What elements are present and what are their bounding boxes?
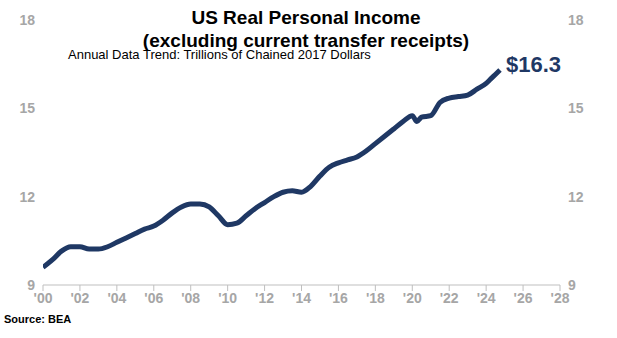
svg-text:15: 15 bbox=[19, 100, 35, 116]
svg-text:'28: '28 bbox=[551, 290, 570, 306]
svg-text:'16: '16 bbox=[329, 290, 348, 306]
svg-text:'14: '14 bbox=[292, 290, 311, 306]
svg-text:'24: '24 bbox=[477, 290, 496, 306]
svg-text:9: 9 bbox=[27, 277, 35, 293]
svg-text:9: 9 bbox=[568, 277, 576, 293]
svg-text:'18: '18 bbox=[366, 290, 385, 306]
html-text:Source: BEA: Source: BEA bbox=[4, 313, 72, 325]
svg-text:'26: '26 bbox=[514, 290, 533, 306]
svg-text:18: 18 bbox=[568, 12, 584, 28]
svg-text:'12: '12 bbox=[255, 290, 274, 306]
html-text:Annual Data Trend: Trillions o: Annual Data Trend: Trillions of Chained … bbox=[68, 47, 371, 62]
svg-text:$16.3: $16.3 bbox=[506, 52, 561, 77]
html-text:(excluding current transfer re: (excluding current transfer receipts) bbox=[142, 30, 470, 51]
svg-text:'00: '00 bbox=[34, 290, 53, 306]
svg-text:'08: '08 bbox=[181, 290, 200, 306]
svg-text:'04: '04 bbox=[107, 290, 126, 306]
svg-text:12: 12 bbox=[19, 189, 35, 205]
svg-text:'22: '22 bbox=[440, 290, 459, 306]
svg-text:12: 12 bbox=[568, 189, 584, 205]
svg-text:'02: '02 bbox=[70, 290, 89, 306]
svg-text:'20: '20 bbox=[403, 290, 422, 306]
svg-text:15: 15 bbox=[568, 100, 584, 116]
svg-text:'10: '10 bbox=[218, 290, 237, 306]
html-text:US Real Personal Income: US Real Personal Income bbox=[191, 7, 421, 28]
svg-text:'06: '06 bbox=[144, 290, 163, 306]
svg-text:18: 18 bbox=[19, 12, 35, 28]
